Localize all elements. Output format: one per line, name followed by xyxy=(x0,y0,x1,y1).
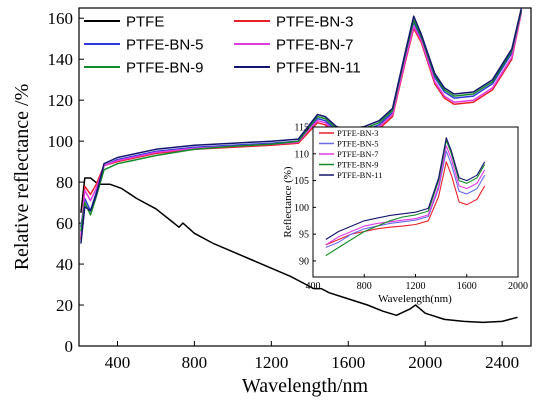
main-series-line-ptfe-bn-5 xyxy=(80,9,523,228)
main-legend-label-ptfe-bn-9: PTFE-BN-9 xyxy=(126,59,204,76)
inset-legend-label-ptfe-bn-7: PTFE-BN-7 xyxy=(337,149,379,159)
inset-series-line-ptfe-bn-5 xyxy=(325,150,486,249)
inset-plot-frame xyxy=(312,126,519,278)
main-y-tick-label: 140 xyxy=(48,50,74,69)
main-legend-label-ptfe: PTFE xyxy=(126,13,164,30)
main-x-tick-label: 2400 xyxy=(485,353,519,372)
inset-y-tick-label: 115 xyxy=(294,123,309,134)
inset-series-line-ptfe-bn-9 xyxy=(325,139,486,257)
inset-legend-label-ptfe-bn-5: PTFE-BN-5 xyxy=(337,139,379,149)
main-y-tick-label: 160 xyxy=(48,9,74,28)
inset-x-tick-label: 1200 xyxy=(406,281,426,292)
main-x-tick-label: 1600 xyxy=(331,353,365,372)
main-legend-label-ptfe-bn-11: PTFE-BN-11 xyxy=(276,59,361,76)
main-y-tick-label: 120 xyxy=(48,91,74,110)
main-y-tick-label: 100 xyxy=(48,132,74,151)
inset-x-tick-label: 1600 xyxy=(457,281,477,292)
inset-x-tick-label: 800 xyxy=(357,281,372,292)
main-x-tick-label: 800 xyxy=(182,353,208,372)
main-plot-frame xyxy=(78,7,532,347)
inset-legend-label-ptfe-bn-3: PTFE-BN-3 xyxy=(337,128,379,138)
main-y-tick-label: 80 xyxy=(56,173,73,192)
inset-y-tick-label: 95 xyxy=(299,230,309,241)
main-legend-label-ptfe-bn-7: PTFE-BN-7 xyxy=(276,36,354,53)
inset-x-axis-label: Wavelength(nm) xyxy=(378,293,452,305)
inset-y-tick-label: 110 xyxy=(294,149,309,160)
main-series-line-ptfe-bn-11 xyxy=(80,7,523,244)
inset-legend-label-ptfe-bn-9: PTFE-BN-9 xyxy=(337,160,379,170)
inset-legend-label-ptfe-bn-11: PTFE-BN-11 xyxy=(337,170,383,180)
main-y-axis-label: Relative reflectance /% xyxy=(11,84,33,271)
inset-x-tick-label: 400 xyxy=(306,281,321,292)
main-y-tick-label: 60 xyxy=(56,214,73,233)
main-plot: 400 800 1200 1600 2000 2400 0 20 40 60 80 100 120 140… xyxy=(11,7,532,397)
main-y-tick-label: 0 xyxy=(65,337,74,356)
main-x-tick-label: 2000 xyxy=(408,353,442,372)
main-x-tick-label: 400 xyxy=(105,353,131,372)
main-legend-label-ptfe-bn-5: PTFE-BN-5 xyxy=(126,36,204,53)
inset-series-line-ptfe-bn-11 xyxy=(325,137,486,240)
inset-y-tick-label: 90 xyxy=(299,256,309,267)
inset-series-line-ptfe-bn-3 xyxy=(325,161,486,246)
inset-y-tick-label: 100 xyxy=(294,203,309,214)
main-series-line-ptfe xyxy=(80,177,518,324)
inset-plot: 400 800 1200 1600 2000 90 95 100 105 110 115 PTFE-… xyxy=(282,123,528,306)
main-y-tick-label: 20 xyxy=(56,296,73,315)
main-y-tick-label: 40 xyxy=(56,255,73,274)
main-x-tick-label: 1200 xyxy=(254,353,288,372)
main-series-line-ptfe-bn-9 xyxy=(80,9,523,232)
inset-y-axis-label: Reflectance (%) xyxy=(282,166,294,237)
main-legend-label-ptfe-bn-3: PTFE-BN-3 xyxy=(276,13,354,30)
main-x-axis-label: Wavelength/nm xyxy=(242,375,369,397)
inset-y-tick-label: 105 xyxy=(294,176,309,187)
inset-series-line-ptfe-bn-7 xyxy=(325,145,486,246)
inset-x-tick-label: 2000 xyxy=(508,281,528,292)
